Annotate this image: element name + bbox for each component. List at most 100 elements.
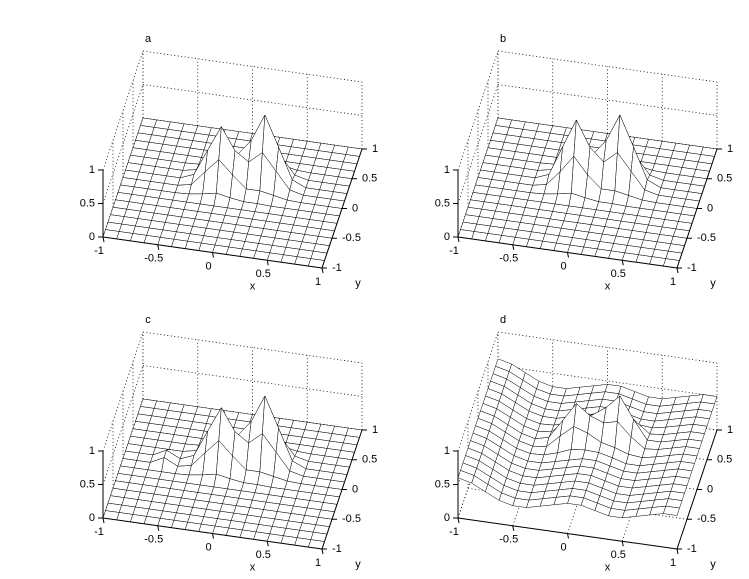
surface-cell (649, 426, 667, 435)
surface-cell (512, 497, 530, 508)
z-tick-label: 1 (89, 164, 95, 176)
x-tick-label: 1 (315, 557, 321, 569)
x-tick-label: 1 (670, 276, 676, 288)
tick-mark (512, 244, 515, 250)
x-tick-label: -0.5 (144, 534, 163, 546)
x-tick-label: -0.5 (144, 253, 163, 265)
tick-mark (457, 517, 460, 524)
surface-cell (175, 184, 192, 195)
tick-mark (621, 260, 624, 266)
z-tick-label: 0 (89, 512, 95, 524)
x-tick-label: 0 (205, 541, 211, 553)
z-tick-label: 1 (444, 445, 450, 457)
tick-mark (266, 541, 269, 547)
surface-cell (537, 423, 555, 433)
y-tick-label: -1 (687, 543, 697, 555)
tick-mark (621, 541, 624, 547)
surface-cell (530, 445, 547, 456)
y-tick-label: 0 (707, 483, 713, 495)
y-tick-label: 0 (352, 483, 358, 495)
y-tick-label: -0.5 (697, 232, 716, 244)
tick-mark (102, 517, 105, 524)
x-tick-label: 1 (315, 276, 321, 288)
tick-mark (676, 267, 679, 274)
tick-mark (567, 252, 569, 258)
y-axis-label: y (355, 558, 361, 570)
surface-cell (243, 188, 261, 204)
x-tick-label: 0 (560, 260, 566, 272)
tick-mark (321, 267, 324, 274)
tick-mark (157, 244, 160, 250)
z-tick-label: 1 (444, 164, 450, 176)
panel-title: c (145, 314, 151, 326)
x-tick-label: -1 (94, 526, 104, 538)
x-tick-label: 0.5 (256, 549, 271, 561)
panel-title: d (500, 314, 506, 326)
surface-cell (175, 465, 192, 476)
x-tick-label: 0.5 (256, 268, 271, 280)
y-tick-label: -0.5 (342, 232, 361, 244)
surface-cell (532, 437, 550, 447)
y-tick-label: -0.5 (342, 513, 361, 525)
y-tick-label: 0.5 (717, 173, 732, 185)
tick-mark (567, 533, 569, 539)
z-tick-label: 1 (89, 445, 95, 457)
z-tick-label: 0 (444, 231, 450, 243)
surface-cell (199, 192, 217, 207)
tick-mark (321, 548, 324, 555)
surface-cell (663, 505, 680, 516)
y-tick-label: -1 (332, 543, 342, 555)
x-tick-label: 0.5 (611, 268, 626, 280)
x-tick-label: -0.5 (499, 534, 518, 546)
y-tick-label: 1 (727, 143, 733, 155)
surface-cell (608, 508, 625, 519)
tick-mark (102, 236, 105, 243)
z-tick-label: 0.5 (80, 197, 95, 209)
x-axis-label: x (605, 561, 611, 573)
y-tick-label: 0 (352, 202, 358, 214)
x-tick-label: 0 (205, 260, 211, 272)
y-tick-label: 1 (372, 424, 378, 436)
x-tick-label: -1 (449, 245, 459, 257)
z-tick-label: 0 (89, 231, 95, 243)
panel-title: a (145, 33, 152, 45)
y-tick-label: 1 (727, 424, 733, 436)
grid-line (497, 84, 718, 116)
y-tick-label: -1 (687, 262, 697, 274)
tick-mark (676, 548, 679, 555)
surface-cell (199, 473, 217, 488)
y-tick-label: -0.5 (697, 513, 716, 525)
y-axis-label: y (355, 277, 361, 289)
y-tick-label: 1 (372, 143, 378, 155)
z-tick-label: 0.5 (435, 478, 450, 490)
y-tick-label: 0.5 (362, 454, 377, 466)
z-tick-label: 0.5 (435, 197, 450, 209)
x-tick-label: -1 (94, 245, 104, 257)
y-tick-label: 0.5 (717, 454, 732, 466)
surface-cell (644, 439, 662, 450)
x-tick-label: 1 (670, 557, 676, 569)
x-tick-label: -0.5 (499, 253, 518, 265)
z-tick-label: 0.5 (80, 478, 95, 490)
y-axis-label: y (710, 277, 716, 289)
surface-cell (567, 495, 584, 506)
z-tick-label: 0 (444, 512, 450, 524)
surface-cell (598, 188, 616, 204)
tick-mark (266, 260, 269, 266)
y-tick-label: 0 (707, 202, 713, 214)
surface-cell (243, 469, 261, 485)
tick-mark (457, 236, 460, 243)
x-tick-label: 0 (560, 541, 566, 553)
panel-title: b (500, 33, 506, 45)
y-axis-label: y (710, 558, 716, 570)
x-axis-label: x (250, 561, 256, 573)
y-tick-label: 0.5 (362, 173, 377, 185)
surface-cell (530, 184, 547, 195)
tick-mark (212, 252, 214, 258)
x-tick-label: -1 (449, 526, 459, 538)
grid-line (142, 84, 363, 116)
x-tick-label: 0.5 (611, 549, 626, 561)
y-tick-label: -1 (332, 262, 342, 274)
surface-cell (554, 192, 572, 207)
